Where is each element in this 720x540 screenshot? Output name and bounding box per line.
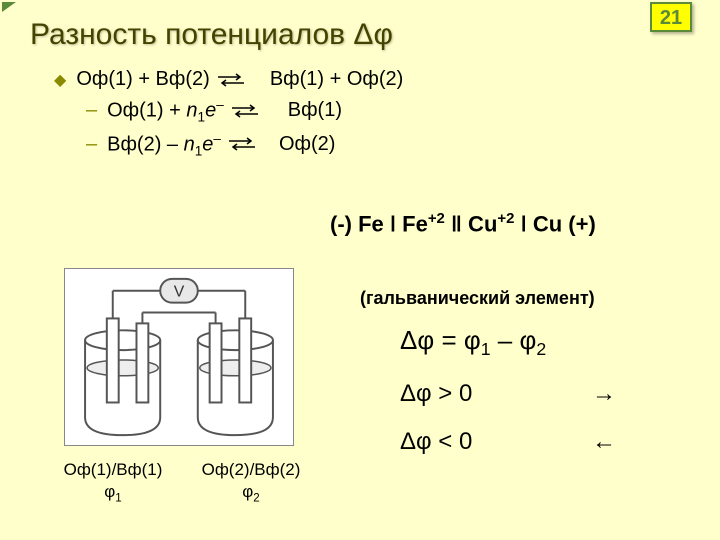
label-left-phi-sub: 1 [115,492,121,504]
l2-right: Вф(1) [288,99,342,122]
bullet-line-2: – Оф(1) + n1e– Вф(1) [86,97,403,125]
label-left-phi: φ [104,482,115,501]
diagram-bottom-labels: Оф(1)/Вф(1) φ1 Оф(2)/Вф(2) φ2 [58,460,306,504]
diagram-label-right: Оф(2)/Вф(2) φ2 [196,460,306,504]
voltmeter-label: V [174,284,185,301]
cell-notation: (-) Fe ǀ Fe+2 ǁ Cu+2 ǀ Cu (+) [330,210,596,237]
galvanic-cell-diagram: V [64,268,294,446]
label-right-phi-sub: 2 [253,492,259,504]
label-right-top: Оф(2)/Вф(2) [196,460,306,480]
bullet-line-1: ◆ Оф(1) + Вф(2) Вф(1) + Оф(2) [54,68,403,91]
bullet-line-3: – Вф(2) – n1e– Оф(2) [86,131,403,159]
label-right-phi: φ [242,482,253,501]
equilibrium-arrows-icon [216,71,246,89]
arrow-right-icon: → [592,380,616,408]
equilibrium-arrows-icon [227,135,257,153]
l2-sub: 1 [198,110,206,125]
galvanic-element-label: (гальванический элемент) [360,288,595,309]
l3-pre: Вф(2) – [107,133,183,155]
l2-e: e [205,100,216,122]
l2-sup: – [216,97,224,112]
l2-n: n [186,100,197,122]
eq1-mid: – φ [491,325,537,355]
arrow-left-icon: ← [592,428,616,456]
eq1-sub1: 1 [481,339,491,359]
l3-e: e [202,133,213,155]
line1-left: Оф(1) + Вф(2) [76,68,210,91]
bullet-list: ◆ Оф(1) + Вф(2) Вф(1) + Оф(2) – Оф(1) + … [54,68,403,164]
diagram-label-left: Оф(1)/Вф(1) φ1 [58,460,168,504]
cn-p3: ǁ Cu [445,211,498,236]
cn-p2: +2 [428,210,445,227]
l2-pre: Оф(1) + [107,100,186,122]
dash-icon: – [86,99,97,122]
corner-decoration [2,2,16,12]
equation-reverse: Δφ < 0 [400,428,472,456]
page-title: Разность потенциалов Δφ [30,18,393,52]
bullet-icon: ◆ [54,70,66,90]
equation-delta-phi: Δφ = φ1 – φ2 [400,325,546,360]
equation-forward: Δφ > 0 [400,380,472,408]
line1-right: Вф(1) + Оф(2) [270,68,404,91]
l3-right: Оф(2) [279,133,335,156]
eq1-lhs: Δφ = φ [400,325,481,355]
l3-n: n [184,133,195,155]
cn-p1: (-) Fe ǀ Fe [330,211,428,236]
cn-p4: +2 [497,210,514,227]
eq1-sub2: 2 [536,339,546,359]
equilibrium-arrows-icon [230,102,260,120]
dash-icon: – [86,133,97,156]
cn-p5: ǀ Cu (+) [514,211,595,236]
slide-number-badge: 21 [650,2,692,32]
label-left-top: Оф(1)/Вф(1) [58,460,168,480]
l3-sup: – [213,131,221,146]
